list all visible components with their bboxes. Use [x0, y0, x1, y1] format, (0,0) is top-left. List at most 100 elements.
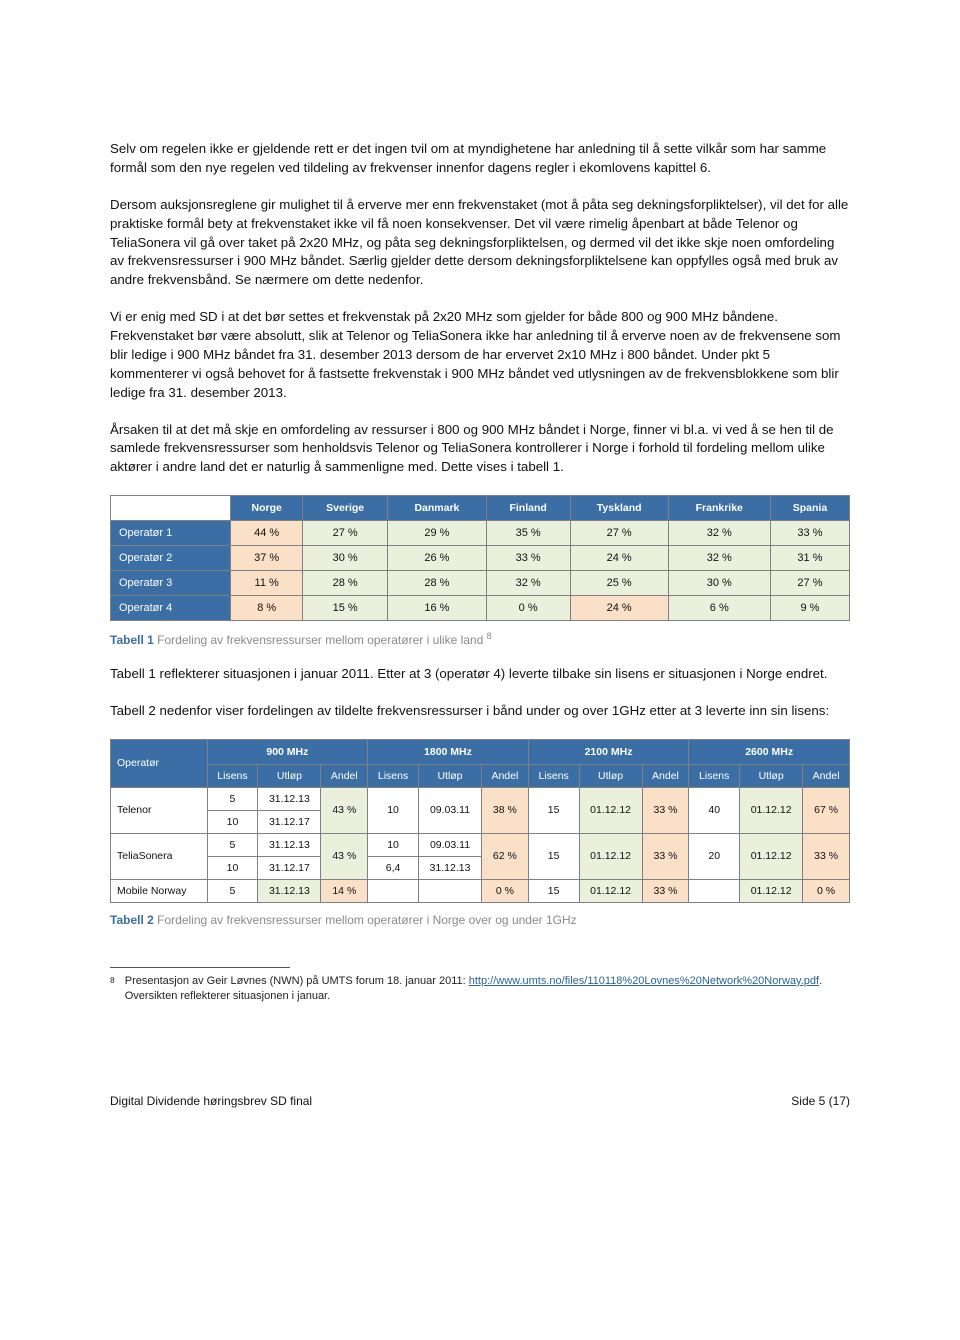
table-2-sub-header: Andel	[321, 764, 368, 787]
table-2-sub-header: Utløp	[740, 764, 803, 787]
table-1-col-header: Norge	[231, 496, 303, 521]
table-2-cell: 0 %	[803, 879, 850, 902]
footnote-link[interactable]: http://www.umts.no/files/110118%20Lovnes…	[469, 975, 819, 987]
table-2-cell: 10	[368, 833, 419, 856]
table-2-cell: 0 %	[482, 879, 529, 902]
table-2-cell: 10	[207, 856, 258, 879]
table-1-cell: 24 %	[570, 596, 668, 621]
table-2-cell: 15	[528, 879, 579, 902]
table-1-corner	[111, 496, 231, 521]
table-1-cell: 32 %	[668, 521, 770, 546]
footnote-separator	[110, 967, 290, 968]
table-2-operator: Mobile Norway	[111, 879, 208, 902]
table-2-cell: 31.12.13	[258, 879, 321, 902]
table-2-cell: 14 %	[321, 879, 368, 902]
table-2-cell: 33 %	[642, 879, 689, 902]
table-2-cell: 01.12.12	[579, 879, 642, 902]
table-2-sub-header: Utløp	[258, 764, 321, 787]
table-2-cell: 40	[689, 787, 740, 833]
footer-right: Side 5 (17)	[791, 1094, 850, 1108]
table-2-sub-header: Lisens	[689, 764, 740, 787]
table-2-cell: 20	[689, 833, 740, 879]
table-2-band-header: 1800 MHz	[368, 739, 529, 764]
table-1-row-header: Operatør 2	[111, 546, 231, 571]
table-2-cell: 31.12.13	[258, 833, 321, 856]
paragraph-6: Tabell 2 nedenfor viser fordelingen av t…	[110, 702, 850, 721]
table-1-cell: 32 %	[486, 571, 570, 596]
paragraph-4: Årsaken til at det må skje en omfordelin…	[110, 421, 850, 478]
table-2-sub-header: Andel	[803, 764, 850, 787]
table-2-cell: 01.12.12	[579, 833, 642, 879]
table-2-sub-header: Utløp	[579, 764, 642, 787]
table-1-cell: 29 %	[388, 521, 486, 546]
footnote-number: 8	[110, 974, 115, 1004]
table-2-cell: 01.12.12	[740, 833, 803, 879]
paragraph-5: Tabell 1 reflekterer situasjonen i janua…	[110, 665, 850, 684]
table-2-band-header: 2100 MHz	[528, 739, 689, 764]
table-2-cell: 38 %	[482, 787, 529, 833]
table-2-band-header: 2600 MHz	[689, 739, 850, 764]
table-2: Operatør900 MHz1800 MHz2100 MHz2600 MHzL…	[110, 739, 850, 903]
table-2-cell: 01.12.12	[740, 787, 803, 833]
table-1-col-header: Tyskland	[570, 496, 668, 521]
table-1-row-header: Operatør 1	[111, 521, 231, 546]
table-2-cell: 31.12.17	[258, 856, 321, 879]
table-2-cell: 01.12.12	[740, 879, 803, 902]
table-2-cell: 09.03.11	[418, 787, 481, 833]
table-1-cell: 28 %	[388, 571, 486, 596]
table-2-cell: 10	[207, 810, 258, 833]
table-1-cell: 24 %	[570, 546, 668, 571]
paragraph-3: Vi er enig med SD i at det bør settes et…	[110, 308, 850, 402]
table-1-caption-text: Fordeling av frekvensressurser mellom op…	[157, 633, 483, 647]
table-2-cell: 09.03.11	[418, 833, 481, 856]
table-2-cell: 6,4	[368, 856, 419, 879]
table-2-operator: TeliaSonera	[111, 833, 208, 879]
table-2-sub-header: Andel	[642, 764, 689, 787]
table-1-cell: 15 %	[302, 596, 387, 621]
table-1-cell: 27 %	[770, 571, 849, 596]
table-2-cell: 15	[528, 833, 579, 879]
table-2-band-header: 900 MHz	[207, 739, 368, 764]
table-2-sub-header: Lisens	[368, 764, 419, 787]
table-2-sub-header: Lisens	[528, 764, 579, 787]
table-1-cell: 44 %	[231, 521, 303, 546]
table-1-row-header: Operatør 3	[111, 571, 231, 596]
paragraph-2: Dersom auksjonsreglene gir mulighet til …	[110, 196, 850, 290]
footnote-text-before: Presentasjon av Geir Løvnes (NWN) på UMT…	[125, 975, 469, 987]
table-2-sub-header: Andel	[482, 764, 529, 787]
table-1-col-header: Spania	[770, 496, 849, 521]
footnote-body: Presentasjon av Geir Løvnes (NWN) på UMT…	[125, 974, 850, 1004]
table-1-col-header: Frankrike	[668, 496, 770, 521]
table-2-cell: 10	[368, 787, 419, 833]
table-1-cell: 37 %	[231, 546, 303, 571]
table-1-caption: Tabell 1 Fordeling av frekvensressurser …	[110, 631, 850, 647]
table-1-cell: 30 %	[668, 571, 770, 596]
table-1-cell: 35 %	[486, 521, 570, 546]
table-2-cell	[368, 879, 419, 902]
table-2-caption-label: Tabell 2	[110, 913, 154, 927]
table-1-cell: 33 %	[770, 521, 849, 546]
table-1-cell: 30 %	[302, 546, 387, 571]
table-1-col-header: Sverige	[302, 496, 387, 521]
table-2-cell: 62 %	[482, 833, 529, 879]
table-2-operator: Telenor	[111, 787, 208, 833]
table-1-col-header: Danmark	[388, 496, 486, 521]
table-2-cell: 15	[528, 787, 579, 833]
table-1-cell: 31 %	[770, 546, 849, 571]
page-content: Selv om regelen ikke er gjeldende rett e…	[0, 0, 960, 1074]
footnote-8: 8 Presentasjon av Geir Løvnes (NWN) på U…	[110, 974, 850, 1004]
table-2-cell	[418, 879, 481, 902]
table-1-cell: 28 %	[302, 571, 387, 596]
table-1-cell: 27 %	[302, 521, 387, 546]
table-1-caption-label: Tabell 1	[110, 633, 154, 647]
table-2-cell: 67 %	[803, 787, 850, 833]
table-2-cell: 33 %	[642, 833, 689, 879]
table-1-cell: 9 %	[770, 596, 849, 621]
table-2-operator-header: Operatør	[111, 739, 208, 787]
page-footer: Digital Dividende høringsbrev SD final S…	[0, 1094, 960, 1168]
table-1-cell: 33 %	[486, 546, 570, 571]
table-2-cell: 31.12.13	[418, 856, 481, 879]
table-1-cell: 6 %	[668, 596, 770, 621]
table-2-cell: 33 %	[803, 833, 850, 879]
table-2-cell: 5	[207, 879, 258, 902]
